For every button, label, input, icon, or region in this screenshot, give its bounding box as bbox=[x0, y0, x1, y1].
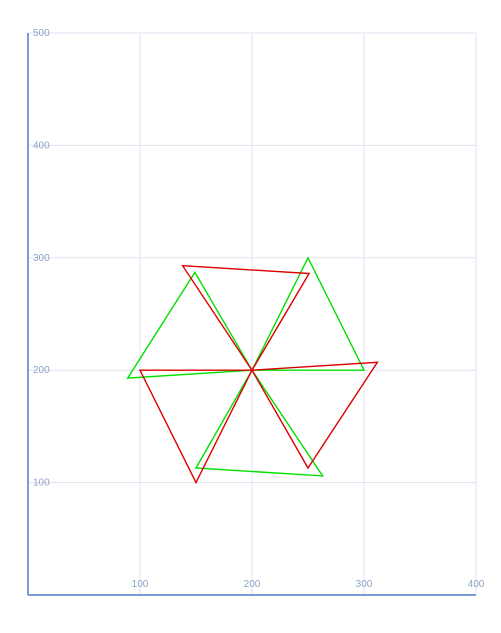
series-2-triangle-2 bbox=[138, 369, 254, 485]
tick-labels: 100 200 300 400 100 200 300 400 500 bbox=[33, 28, 485, 590]
y-tick-label: 500 bbox=[33, 28, 50, 39]
y-tick-label: 300 bbox=[33, 253, 50, 264]
x-tick-label: 100 bbox=[132, 579, 149, 590]
x-tick-label: 200 bbox=[244, 579, 261, 590]
grid bbox=[28, 32, 477, 595]
series-1-triangle-1 bbox=[250, 256, 366, 371]
x-tick-label: 400 bbox=[468, 579, 485, 590]
series-1-triangle-2 bbox=[194, 368, 324, 477]
x-tick-label: 300 bbox=[356, 579, 373, 590]
series-group bbox=[126, 256, 379, 485]
axes bbox=[27, 33, 476, 596]
y-tick-label: 200 bbox=[33, 365, 50, 376]
y-tick-label: 400 bbox=[33, 140, 50, 151]
series-1-triangle-3 bbox=[126, 271, 254, 379]
y-tick-label: 100 bbox=[33, 478, 50, 489]
series-2-triangle-3 bbox=[181, 264, 311, 372]
series-2-triangle-1 bbox=[250, 361, 379, 470]
